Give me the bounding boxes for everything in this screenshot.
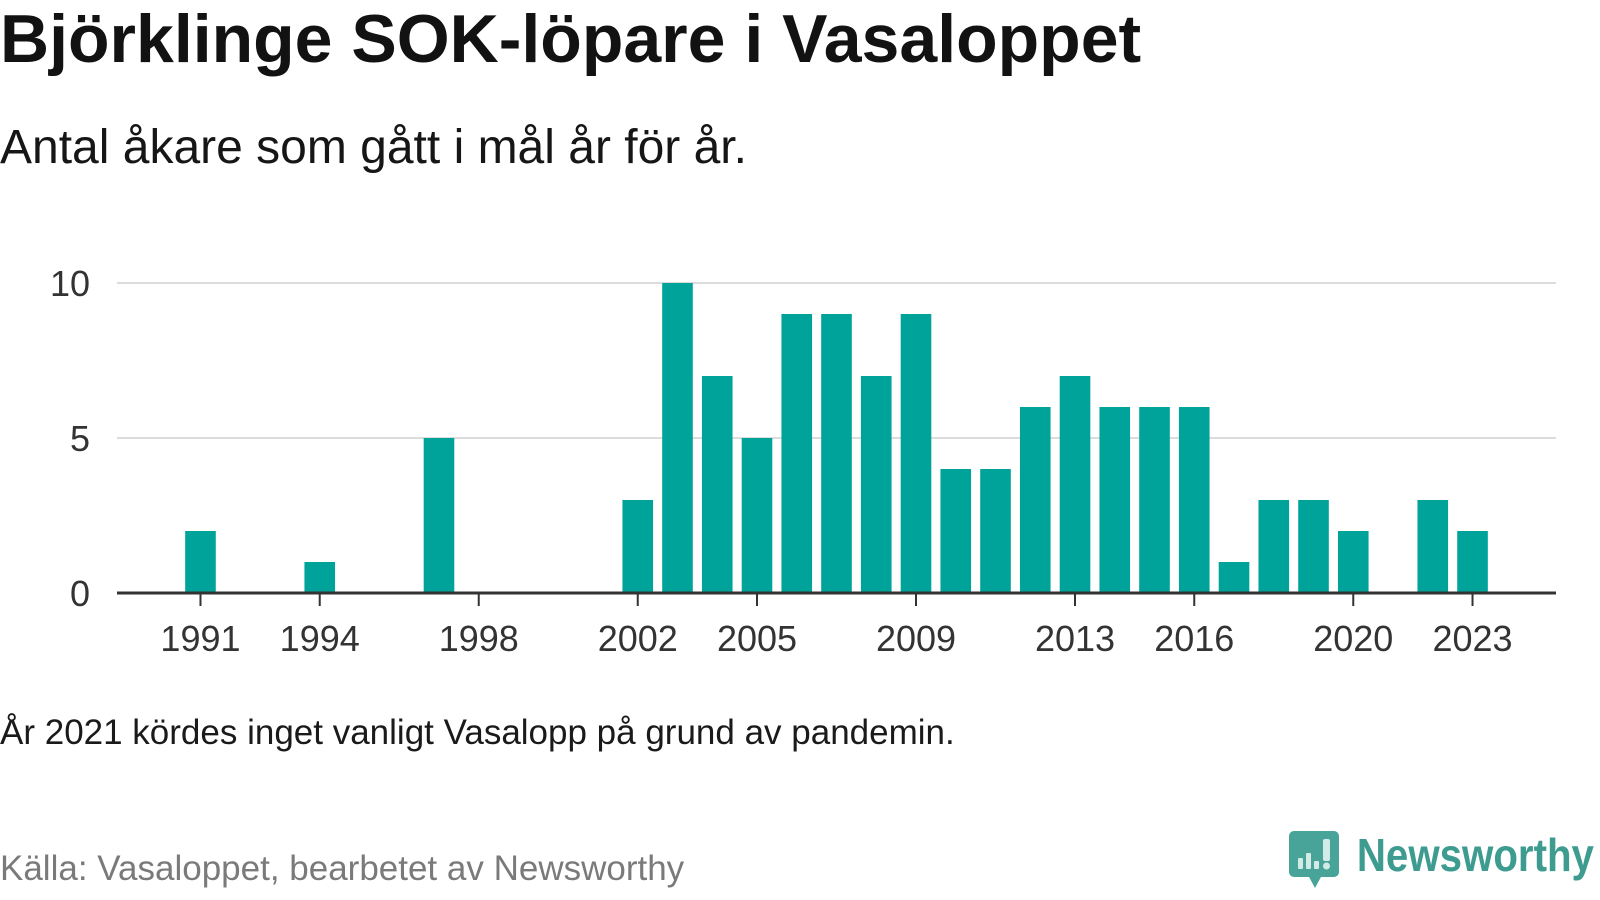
- x-tick-label-2023: 2023: [1432, 618, 1512, 659]
- bar-2002: [622, 500, 654, 593]
- bar-2018: [1258, 500, 1290, 593]
- x-tick-label-2013: 2013: [1035, 618, 1115, 659]
- bar-2012: [1019, 407, 1051, 593]
- source-credit: Källa: Vasaloppet, bearbetet av Newswort…: [0, 849, 685, 888]
- y-tick-label-5: 5: [70, 418, 90, 459]
- y-tick-label-0: 0: [70, 573, 90, 614]
- newsworthy-logo: Newsworthy: [1356, 829, 1594, 881]
- bar-2023: [1457, 531, 1488, 593]
- bar-2022: [1417, 500, 1449, 593]
- bar-2005: [741, 438, 773, 593]
- bar-2009: [900, 314, 932, 593]
- chart-title: Björklinge SOK-löpare i Vasaloppet: [0, 1, 1142, 77]
- x-tick-label-1991: 1991: [160, 618, 240, 659]
- x-tick-label-2002: 2002: [598, 618, 678, 659]
- bar-1991: [185, 531, 216, 593]
- chart-subtitle: Antal åkare som gått i mål år för år.: [0, 121, 747, 174]
- bar-2010: [940, 469, 972, 593]
- bar-2017: [1218, 562, 1250, 593]
- bar-2016: [1178, 407, 1210, 593]
- x-tick-label-2016: 2016: [1154, 618, 1234, 659]
- bar-2004: [701, 376, 733, 593]
- bar-1994: [304, 562, 336, 593]
- x-tick-label-2005: 2005: [717, 618, 797, 659]
- bar-2008: [860, 376, 892, 593]
- x-tick-label-1998: 1998: [439, 618, 519, 659]
- bar-2011: [980, 469, 1011, 593]
- chart-note: År 2021 kördes inget vanligt Vasalopp på…: [0, 713, 955, 752]
- bar-2019: [1298, 500, 1329, 593]
- bar-2007: [821, 314, 852, 593]
- bar-2014: [1099, 407, 1131, 593]
- bar-2006: [781, 314, 813, 593]
- x-tick-label-2009: 2009: [876, 618, 956, 659]
- y-tick-label-10: 10: [50, 263, 90, 304]
- bar-2020: [1337, 531, 1369, 593]
- bar-2015: [1139, 407, 1170, 593]
- newsworthy-logo-icon: [1289, 831, 1339, 888]
- bar-chart: 1991 1994 1998 2002 2005 2009 2013 2016 2020 2023…: [50, 263, 1556, 659]
- plot-area: 1991 1994 1998 2002 2005 2009 2013 2016 2020 2023…: [50, 263, 1556, 659]
- x-tick-label-1994: 1994: [280, 618, 360, 659]
- bar-2013: [1059, 376, 1091, 593]
- x-tick-label-2020: 2020: [1313, 618, 1393, 659]
- bar-1997: [423, 438, 455, 593]
- bar-2003: [662, 283, 693, 593]
